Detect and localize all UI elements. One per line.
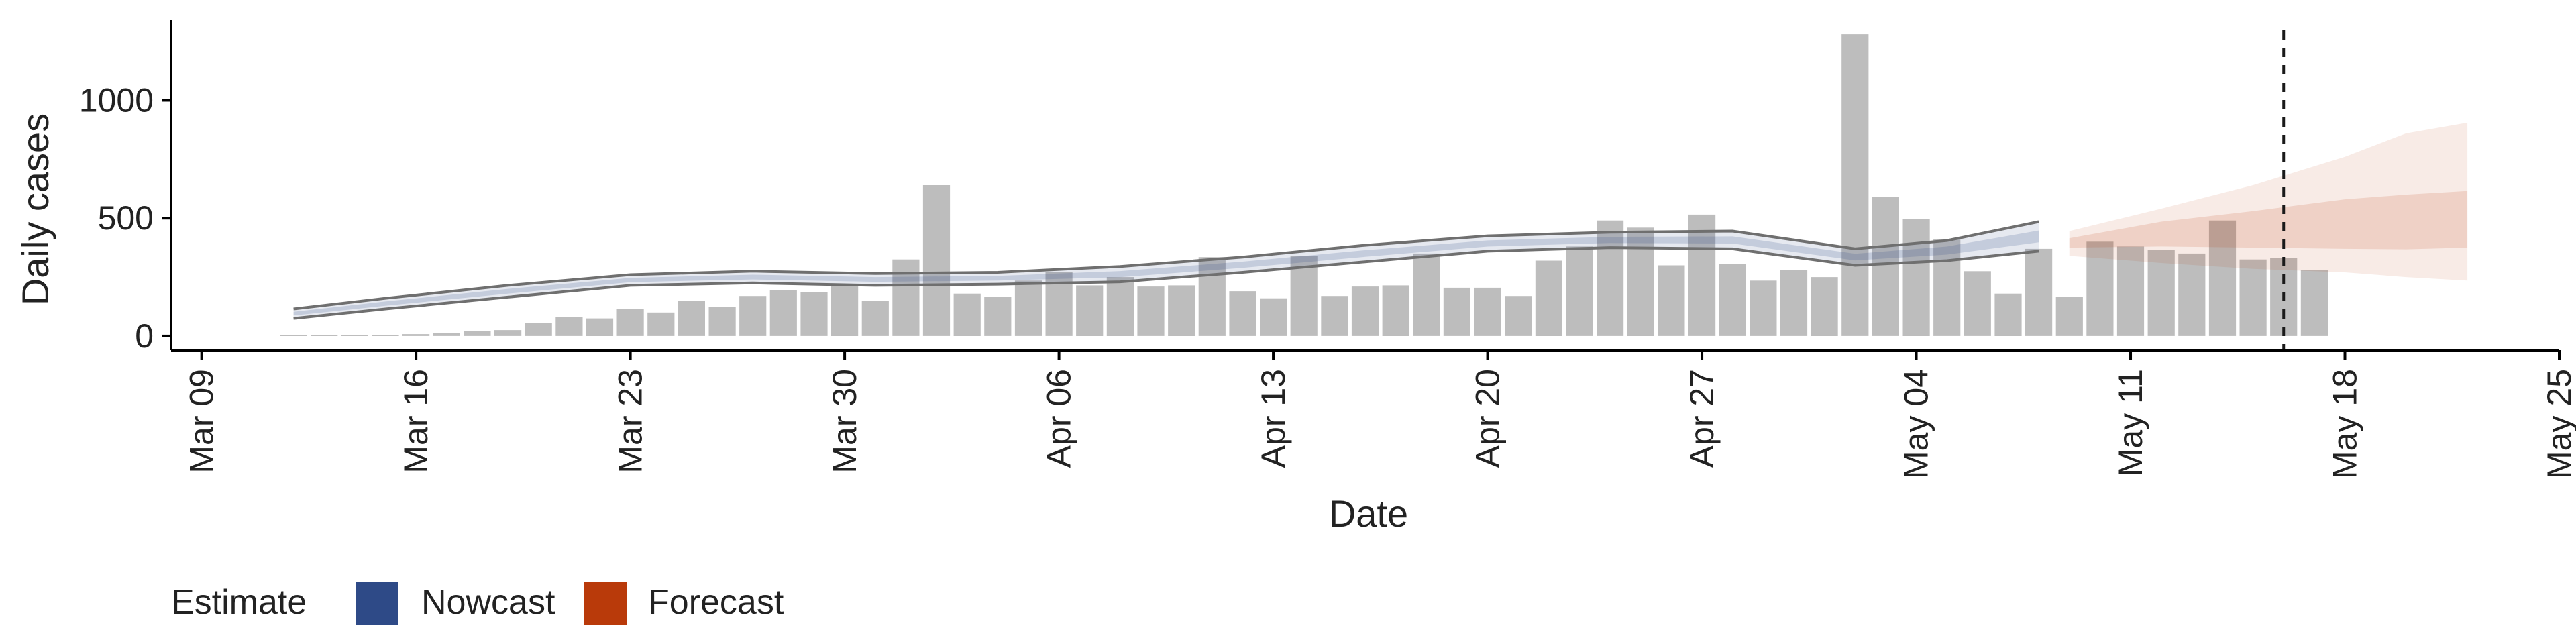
bar (1933, 239, 1961, 336)
bar (1290, 256, 1318, 336)
x-tick-label: Mar 30 (826, 369, 863, 474)
bar (1229, 291, 1256, 336)
bar (1811, 277, 1838, 336)
bar (2208, 220, 2237, 336)
bar (1750, 280, 1777, 336)
bar (464, 331, 491, 336)
x-tick-label: May 11 (2112, 369, 2149, 476)
x-tick-label: Mar 23 (612, 369, 649, 474)
bar (1994, 293, 2022, 336)
bar (2239, 259, 2267, 336)
bar (1902, 219, 1930, 336)
bar (1198, 257, 1226, 336)
nowcast-lower-line (293, 246, 2039, 320)
y-tick-label: 1000 (79, 81, 154, 119)
x-tick-label: May 25 (2540, 369, 2576, 479)
bar (678, 301, 705, 336)
x-tick-label: Apr 27 (1683, 369, 1721, 468)
bar (1658, 265, 1685, 336)
bar (861, 301, 889, 336)
y-tick-label: 0 (135, 317, 154, 355)
bar (2300, 270, 2328, 336)
bar (1964, 271, 1991, 336)
y-axis-title: Daily cases (14, 113, 56, 305)
legend-label-nowcast: Nowcast (421, 583, 555, 622)
legend: Estimate Nowcast Forecast (171, 582, 784, 625)
bar (1872, 197, 1899, 336)
legend-title: Estimate (171, 583, 307, 622)
bar (1505, 296, 1532, 336)
bar (2116, 246, 2145, 336)
bar (1474, 287, 1501, 336)
bar (1780, 270, 1808, 336)
bar (831, 285, 859, 336)
y-tick-label: 500 (98, 199, 154, 237)
bar (1351, 286, 1379, 336)
bar (402, 334, 430, 336)
bar (1106, 277, 1134, 336)
bar (769, 290, 797, 336)
bar (2178, 253, 2206, 336)
bar (1688, 214, 1716, 336)
bar (1719, 264, 1746, 336)
x-tick-label: May 04 (1898, 369, 1935, 479)
bar (922, 185, 951, 336)
bar (2147, 250, 2175, 336)
bar (341, 335, 368, 336)
bar (525, 323, 552, 336)
legend-label-forecast: Forecast (648, 583, 784, 622)
bar (1535, 260, 1562, 336)
bar (2086, 241, 2114, 336)
legend-swatch-forecast (584, 582, 627, 625)
bar (616, 309, 644, 336)
bar (433, 333, 460, 336)
bar (1627, 227, 1654, 336)
bar (1443, 287, 1470, 336)
forecast-band-outer (2069, 122, 2468, 281)
bar (555, 317, 583, 336)
bar (984, 297, 1012, 336)
bar (892, 259, 920, 336)
forecast-band-inner (2069, 191, 2468, 250)
x-tick-label: Mar 09 (183, 369, 221, 474)
bar (708, 307, 736, 336)
bar (1597, 220, 1624, 336)
bar (739, 296, 767, 336)
bar (1841, 34, 1869, 336)
bar (1137, 286, 1165, 336)
bar (1014, 280, 1042, 336)
bar (311, 335, 338, 336)
nowcast-upper-line (293, 220, 2039, 311)
bar (1076, 285, 1104, 336)
bands-group (293, 30, 2468, 350)
bar (586, 318, 614, 336)
nowcast-band-inner (293, 230, 2039, 316)
bar (800, 292, 828, 336)
bar (494, 330, 522, 336)
bar (2025, 248, 2053, 336)
x-tick-label: Mar 16 (397, 369, 435, 474)
bar (372, 335, 399, 336)
bar (1321, 296, 1348, 336)
nowcast-band-outer (293, 221, 2039, 319)
bar (1413, 253, 1440, 336)
bar (1260, 298, 1287, 336)
legend-swatch-nowcast (356, 582, 398, 625)
bar (2055, 297, 2083, 336)
x-tick-label: Apr 06 (1040, 369, 1078, 468)
x-axis-title: Date (1329, 492, 1408, 535)
bar (953, 293, 981, 336)
bar (280, 335, 307, 336)
bars-group (280, 34, 2328, 336)
x-tick-label: Apr 20 (1469, 369, 1507, 468)
x-tick-label: May 18 (2326, 369, 2364, 479)
bar (1382, 285, 1409, 336)
bar (1168, 285, 1195, 336)
bar (1566, 246, 1593, 336)
x-tick-label: Apr 13 (1254, 369, 1292, 468)
axes-group: 0 500 1000 Mar 09 Mar 16 Mar 23 Mar 30 Apr 06 Ap… (79, 20, 2576, 479)
bar (647, 312, 675, 336)
